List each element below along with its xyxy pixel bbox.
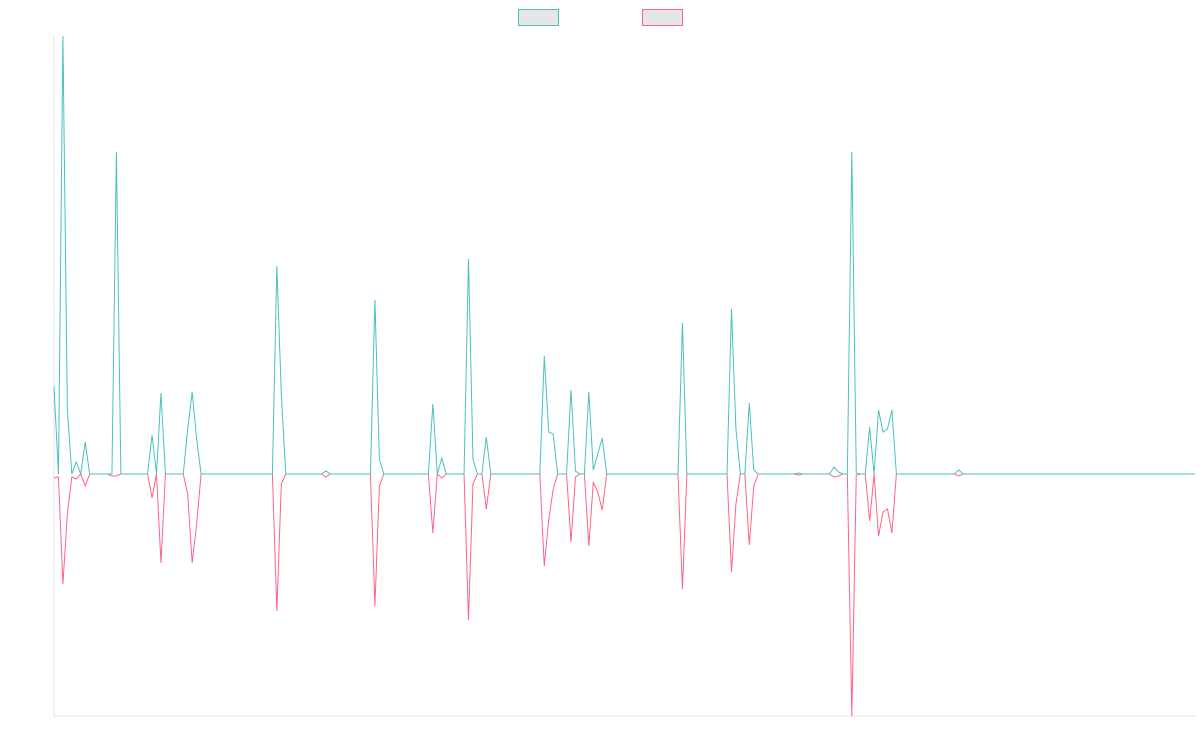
legend-swatch <box>642 9 683 26</box>
series-line <box>53 35 1195 475</box>
legend-swatch <box>518 9 559 26</box>
series-line <box>53 472 1195 717</box>
